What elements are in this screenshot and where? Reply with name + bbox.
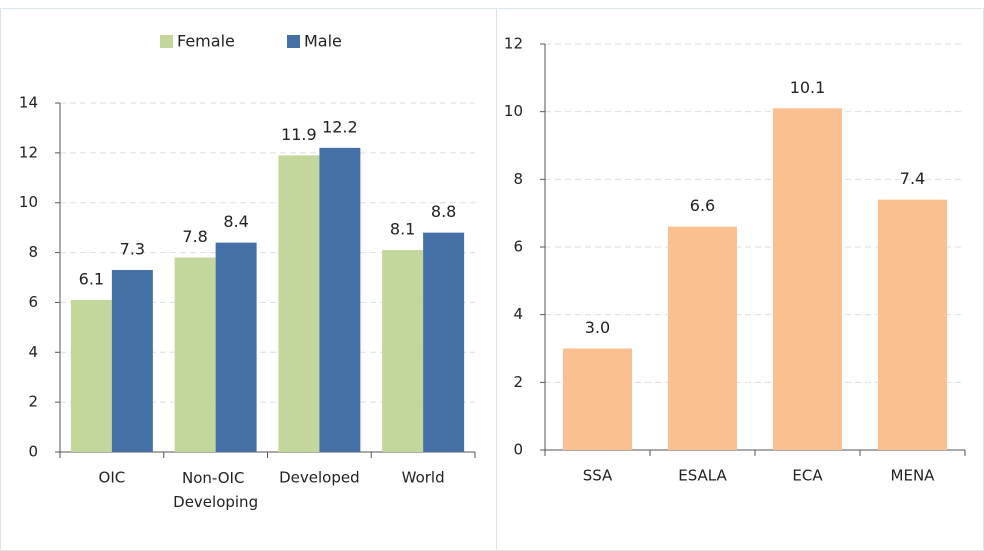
bar	[70, 299, 112, 452]
value-label: 7.8	[182, 227, 207, 246]
x-tick-label: OIC	[99, 469, 126, 487]
y-tick-label: 14	[19, 94, 38, 112]
y-tick-label: 0	[28, 443, 38, 461]
value-label: 11.9	[281, 125, 317, 144]
y-tick-label: 12	[504, 35, 523, 53]
y-tick-label: 2	[513, 373, 523, 391]
value-label: 3.0	[585, 318, 610, 337]
x-tick-label: SSA	[583, 467, 613, 485]
y-tick-label: 10	[504, 102, 523, 120]
legend-swatch	[160, 35, 173, 48]
y-tick-label: 0	[513, 441, 523, 459]
bar	[563, 348, 632, 450]
x-tick-label: ESALA	[678, 467, 727, 485]
legend-label: Female	[177, 32, 235, 51]
bar	[111, 270, 153, 452]
y-tick-label: 12	[19, 143, 38, 161]
y-tick-label: 8	[28, 243, 38, 261]
value-label: 6.6	[690, 196, 715, 215]
x-tick-label: Non-OIC Developing	[173, 469, 258, 511]
value-label: 12.2	[322, 117, 358, 136]
y-tick-label: 6	[513, 238, 523, 256]
value-label: 7.4	[900, 169, 925, 188]
bar	[319, 147, 361, 452]
value-label: 8.4	[223, 212, 248, 231]
bar	[423, 232, 465, 452]
bar	[215, 242, 257, 452]
y-tick-label: 8	[513, 170, 523, 188]
bar	[278, 155, 320, 452]
value-label: 7.3	[120, 240, 145, 259]
y-tick-label: 2	[28, 393, 38, 411]
legend-swatch	[287, 35, 300, 48]
value-label: 8.8	[431, 202, 456, 221]
x-tick-label: ECA	[792, 467, 823, 485]
bar	[174, 257, 216, 452]
legend-label: Male	[304, 32, 342, 51]
value-label: 10.1	[790, 78, 826, 97]
value-label: 6.1	[79, 269, 104, 288]
y-tick-label: 6	[28, 293, 38, 311]
y-tick-label: 10	[19, 193, 38, 211]
value-label: 8.1	[390, 220, 415, 239]
x-tick-label: World	[402, 469, 445, 487]
bar	[382, 250, 424, 452]
x-tick-label: MENA	[891, 467, 936, 485]
bar	[668, 226, 737, 450]
y-tick-label: 4	[513, 305, 523, 323]
bar	[773, 108, 842, 451]
bar	[878, 199, 947, 450]
y-tick-label: 4	[28, 343, 38, 361]
x-tick-label: Developed	[279, 469, 360, 487]
